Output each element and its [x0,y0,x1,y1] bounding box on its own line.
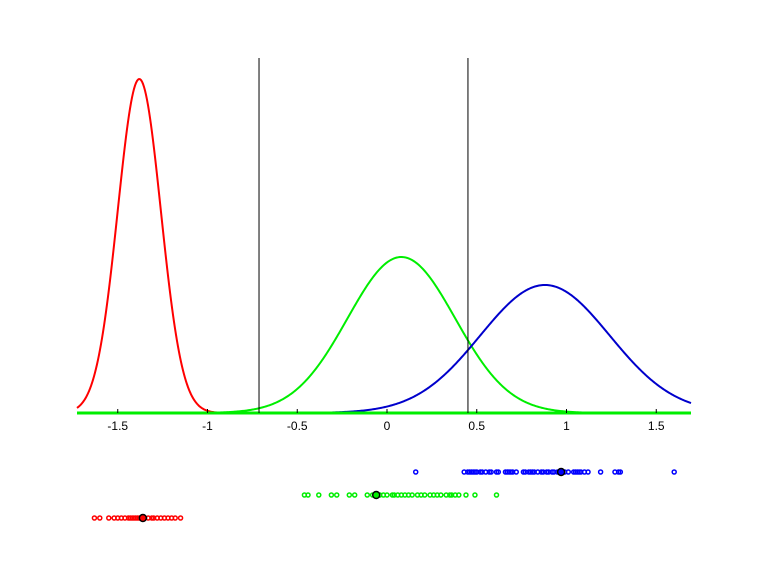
threshold-lines [258,58,469,413]
x-tick-label: -1 [202,419,213,433]
class-red-mean-marker [138,513,148,523]
x-axis: -1.5 -1 -0.5 0 0.5 1 1.5 [107,409,665,433]
class-red-samples [91,513,184,523]
class-blue-samples [412,467,677,477]
sample-strips [91,467,677,523]
x-tick-label: 0.5 [468,419,485,433]
x-tick-label: 0 [384,419,391,433]
class-red-density-curve [76,77,691,414]
x-tick-label: -1.5 [107,419,128,433]
class-blue-density-curve [77,283,692,414]
x-tick-label: 1 [563,419,570,433]
x-tick-label: -0.5 [287,419,308,433]
class-blue-mean-marker [556,467,566,477]
density-curves [76,77,692,415]
x-tick-label: 1.5 [648,419,665,433]
class-green-samples [301,490,500,500]
class-green-mean-marker [371,490,381,500]
